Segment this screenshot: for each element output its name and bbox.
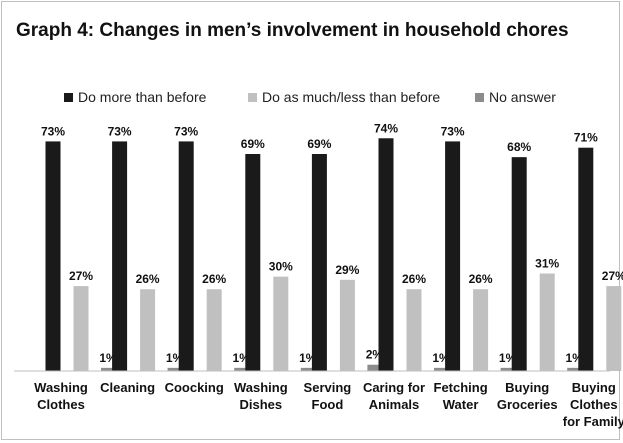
bar-8-0: [578, 147, 594, 371]
bar-6-1: [473, 289, 489, 371]
bar-7-0: [511, 157, 527, 371]
data-label-6-1: 26%: [469, 272, 493, 286]
data-label-8-0: 71%: [574, 131, 598, 145]
category-label-1: Cleaning: [100, 380, 155, 395]
bar-7-1: [539, 273, 555, 371]
data-label-7-0: 68%: [507, 140, 531, 154]
category-label-2: Coocking: [165, 380, 224, 395]
category-label-3: Washing Dishes: [234, 380, 288, 412]
x-axis-labels: Washing Clothes Cleaning Coocking Washing Dis…: [34, 380, 623, 429]
bar-4-1: [339, 279, 355, 371]
bar-4-2: [367, 364, 382, 371]
category-label-8: Buying Clothes for Family: [563, 380, 623, 429]
legend-label-0: Do more than before: [78, 89, 207, 105]
bar-1-2: [167, 367, 182, 371]
bar-3-2: [300, 367, 315, 371]
legend: Do more than before Do as much/less than …: [64, 89, 556, 105]
data-label-2-1: 26%: [202, 272, 226, 286]
bar-5-0: [378, 138, 394, 371]
legend-swatch-2: [475, 93, 484, 102]
bar-0-2: [101, 367, 115, 371]
bar-6-2: [500, 367, 515, 371]
data-label-8-1: 27%: [602, 269, 623, 283]
legend-swatch-1: [248, 93, 257, 102]
data-label-6-0: 73%: [441, 124, 465, 138]
data-label-3-1: 30%: [269, 260, 293, 274]
bar-5-2: [434, 367, 448, 371]
bar-1-0: [112, 141, 128, 371]
bar-2-1: [206, 289, 222, 371]
bar-8-1: [606, 286, 622, 371]
data-label-0-1: 27%: [69, 269, 93, 283]
data-label-1-1: 26%: [136, 272, 160, 286]
bar-7-2: [567, 367, 582, 371]
data-label-2-0: 73%: [174, 124, 198, 138]
data-label-4-1: 29%: [335, 263, 359, 277]
category-label-7: Buying Groceries: [497, 380, 558, 412]
legend-label-2: No answer: [489, 89, 556, 105]
bar-6-0: [445, 141, 461, 371]
data-label-7-1: 31%: [535, 257, 559, 271]
bar-2-0: [178, 141, 194, 371]
data-label-3-0: 69%: [241, 137, 265, 151]
data-label-5-1: 26%: [402, 272, 426, 286]
category-label-6: Fetching Water: [434, 380, 488, 412]
data-label-5-0: 74%: [374, 121, 398, 135]
data-label-0-0: 73%: [41, 124, 65, 138]
bar-2-2: [234, 367, 249, 371]
bar-1-1: [140, 289, 156, 371]
bar-5-1: [406, 289, 422, 371]
bar-0-0: [45, 141, 61, 371]
data-label-1-0: 73%: [108, 124, 132, 138]
bars: 73%27%1%73%26%1%73%26%1%69%30%1%69%29%2%…: [41, 121, 623, 371]
chart-title: Graph 4: Changes in men’s involvement in…: [16, 20, 569, 41]
category-label-4: Serving Food: [304, 380, 352, 412]
bar-4-0: [311, 153, 327, 371]
legend-label-1: Do as much/less than before: [262, 89, 440, 105]
data-label-4-0: 69%: [307, 137, 331, 151]
bar-3-0: [245, 153, 261, 371]
category-label-0: Washing Clothes: [34, 380, 88, 412]
bar-0-1: [73, 286, 89, 371]
bar-3-1: [273, 276, 289, 371]
legend-swatch-0: [64, 93, 73, 102]
category-label-5: Caring for Animals: [363, 380, 425, 412]
